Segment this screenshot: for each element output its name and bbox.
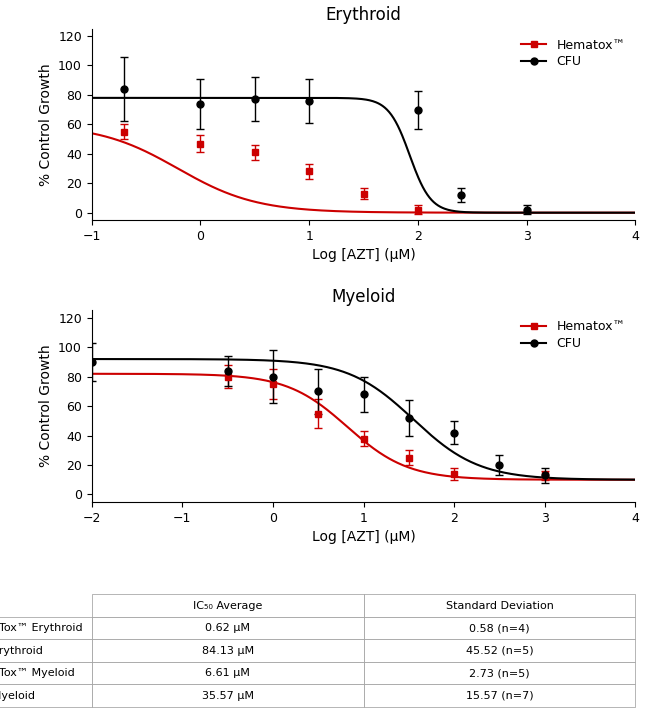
Y-axis label: % Control Growth: % Control Growth (39, 345, 52, 467)
Legend: Hematox™, CFU: Hematox™, CFU (517, 35, 629, 72)
Title: Erythroid: Erythroid (326, 6, 402, 24)
X-axis label: Log [AZT] (μM): Log [AZT] (μM) (312, 530, 415, 544)
Y-axis label: % Control Growth: % Control Growth (39, 63, 52, 186)
X-axis label: Log [AZT] (μM): Log [AZT] (μM) (312, 248, 415, 262)
Legend: Hematox™, CFU: Hematox™, CFU (517, 317, 629, 354)
Title: Myeloid: Myeloid (331, 288, 396, 306)
